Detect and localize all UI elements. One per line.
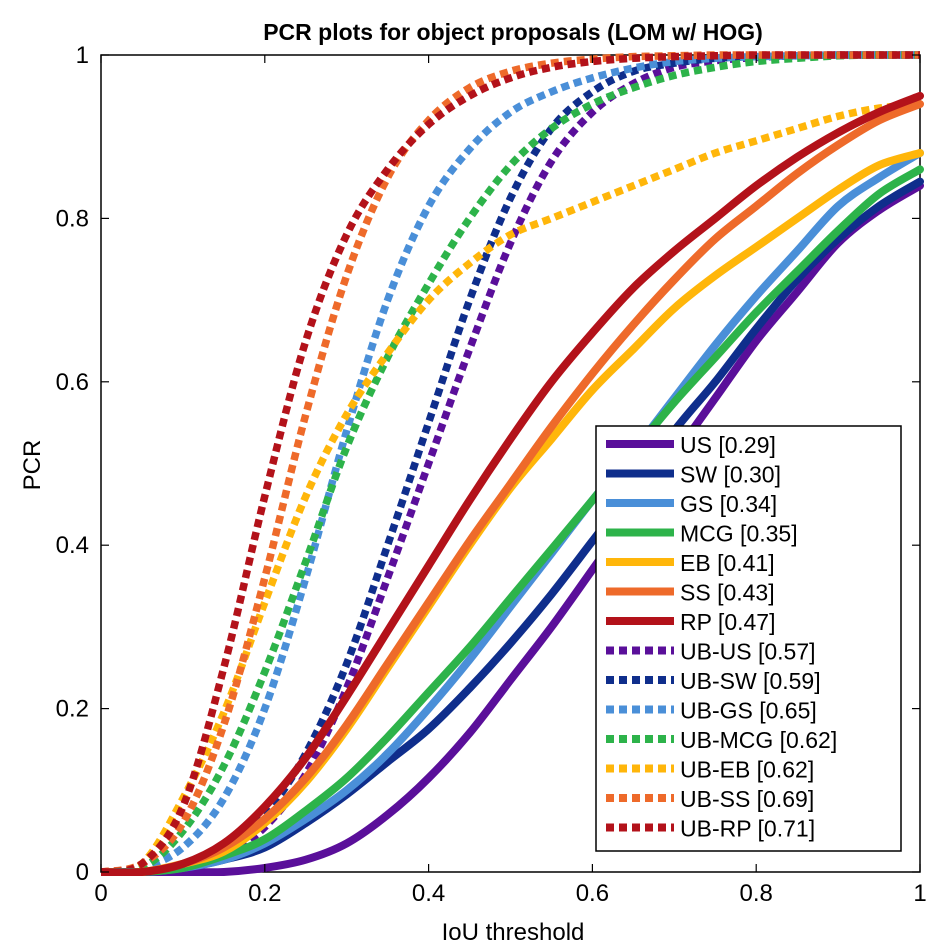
- y-tick-label: 0.8: [56, 205, 89, 232]
- x-tick-label: 0: [94, 880, 107, 907]
- series-group: [101, 51, 924, 876]
- legend-label-ub-eb: UB-EB [0.62]: [680, 757, 814, 783]
- x-axis-title: IoU threshold: [442, 919, 585, 946]
- y-tick-label: 0: [76, 859, 89, 886]
- legend: US [0.29] SW [0.30] GS [0.34] MCG [0.35] EB …: [595, 425, 902, 852]
- series-line-ub-rp: [101, 51, 920, 876]
- x-tick-label: 0.6: [576, 880, 609, 907]
- chart-title: PCR plots for object proposals (LOM w/ H…: [263, 19, 763, 45]
- legend-box: [595, 425, 902, 852]
- series-line-ub-mcg: [101, 51, 921, 876]
- legend-label-ss: SS [0.43]: [680, 580, 775, 606]
- series-line-us: [101, 181, 924, 876]
- y-axis-title: PCR: [19, 440, 46, 491]
- axis-group: 0 0.2 0.4 0.6 0.8 1 0 0.2 0.4 0.6 0.8 1: [56, 42, 927, 907]
- legend-label-ub-rp: UB-RP [0.71]: [680, 816, 815, 842]
- legend-label-sw: SW [0.30]: [680, 462, 781, 488]
- legend-label-ub-sw: UB-SW [0.59]: [680, 668, 821, 694]
- y-tick-label: 0.4: [56, 532, 89, 559]
- x-tick-label: 0.8: [740, 880, 773, 907]
- x-tick-label: 0.2: [248, 880, 281, 907]
- series-line-mcg: [101, 165, 924, 876]
- legend-label-ub-ss: UB-SS [0.69]: [680, 786, 814, 812]
- legend-label-rp: RP [0.47]: [680, 609, 775, 635]
- series-line-rp: [101, 91, 924, 876]
- series-line-ub-eb: [101, 100, 921, 876]
- axes-frame: [100, 54, 921, 873]
- y-tick-label: 1: [76, 42, 89, 69]
- legend-label-mcg: MCG [0.35]: [680, 521, 798, 547]
- y-tick-label: 0.6: [56, 369, 89, 396]
- axes-frame-group: [100, 54, 921, 873]
- legend-label-eb: EB [0.41]: [680, 550, 775, 576]
- series-line-ss: [101, 100, 924, 876]
- legend-label-ub-gs: UB-GS [0.65]: [680, 698, 817, 724]
- legend-label-ub-us: UB-US [0.57]: [680, 639, 816, 665]
- legend-label-gs: GS [0.34]: [680, 491, 777, 517]
- y-tick-label: 0.2: [56, 696, 89, 723]
- legend-label-ub-mcg: UB-MCG [0.62]: [680, 727, 837, 753]
- x-tick-label: 0.4: [412, 880, 445, 907]
- legend-label-us: US [0.29]: [680, 432, 776, 458]
- x-tick-label: 1: [913, 880, 926, 907]
